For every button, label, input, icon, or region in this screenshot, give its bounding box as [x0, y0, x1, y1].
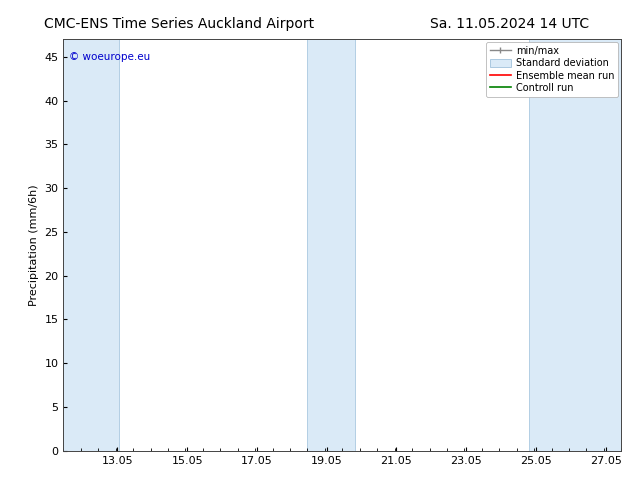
Y-axis label: Precipitation (mm/6h): Precipitation (mm/6h) — [29, 184, 39, 306]
Bar — [529, 39, 621, 451]
Text: CMC-ENS Time Series Auckland Airport: CMC-ENS Time Series Auckland Airport — [44, 17, 314, 31]
Text: Sa. 11.05.2024 14 UTC: Sa. 11.05.2024 14 UTC — [430, 17, 590, 31]
Bar — [307, 39, 354, 451]
Text: © woeurope.eu: © woeurope.eu — [69, 51, 150, 62]
Bar — [63, 39, 119, 451]
Legend: min/max, Standard deviation, Ensemble mean run, Controll run: min/max, Standard deviation, Ensemble me… — [486, 42, 618, 97]
